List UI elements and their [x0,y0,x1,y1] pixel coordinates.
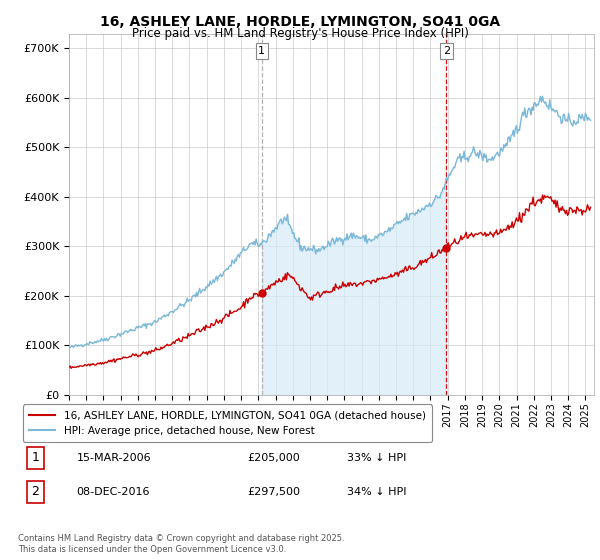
Text: 34% ↓ HPI: 34% ↓ HPI [347,487,407,497]
Text: 2: 2 [32,486,40,498]
Legend: 16, ASHLEY LANE, HORDLE, LYMINGTON, SO41 0GA (detached house), HPI: Average pric: 16, ASHLEY LANE, HORDLE, LYMINGTON, SO41… [23,404,432,442]
Text: 15-MAR-2006: 15-MAR-2006 [77,452,151,463]
Text: 33% ↓ HPI: 33% ↓ HPI [347,452,407,463]
Text: £205,000: £205,000 [247,452,300,463]
Text: 08-DEC-2016: 08-DEC-2016 [77,487,150,497]
Text: 1: 1 [32,451,40,464]
Text: 16, ASHLEY LANE, HORDLE, LYMINGTON, SO41 0GA: 16, ASHLEY LANE, HORDLE, LYMINGTON, SO41… [100,15,500,29]
Text: Price paid vs. HM Land Registry's House Price Index (HPI): Price paid vs. HM Land Registry's House … [131,27,469,40]
Text: 1: 1 [258,46,265,56]
Text: £297,500: £297,500 [247,487,300,497]
Text: Contains HM Land Registry data © Crown copyright and database right 2025.
This d: Contains HM Land Registry data © Crown c… [18,534,344,553]
Text: 2: 2 [443,46,450,56]
